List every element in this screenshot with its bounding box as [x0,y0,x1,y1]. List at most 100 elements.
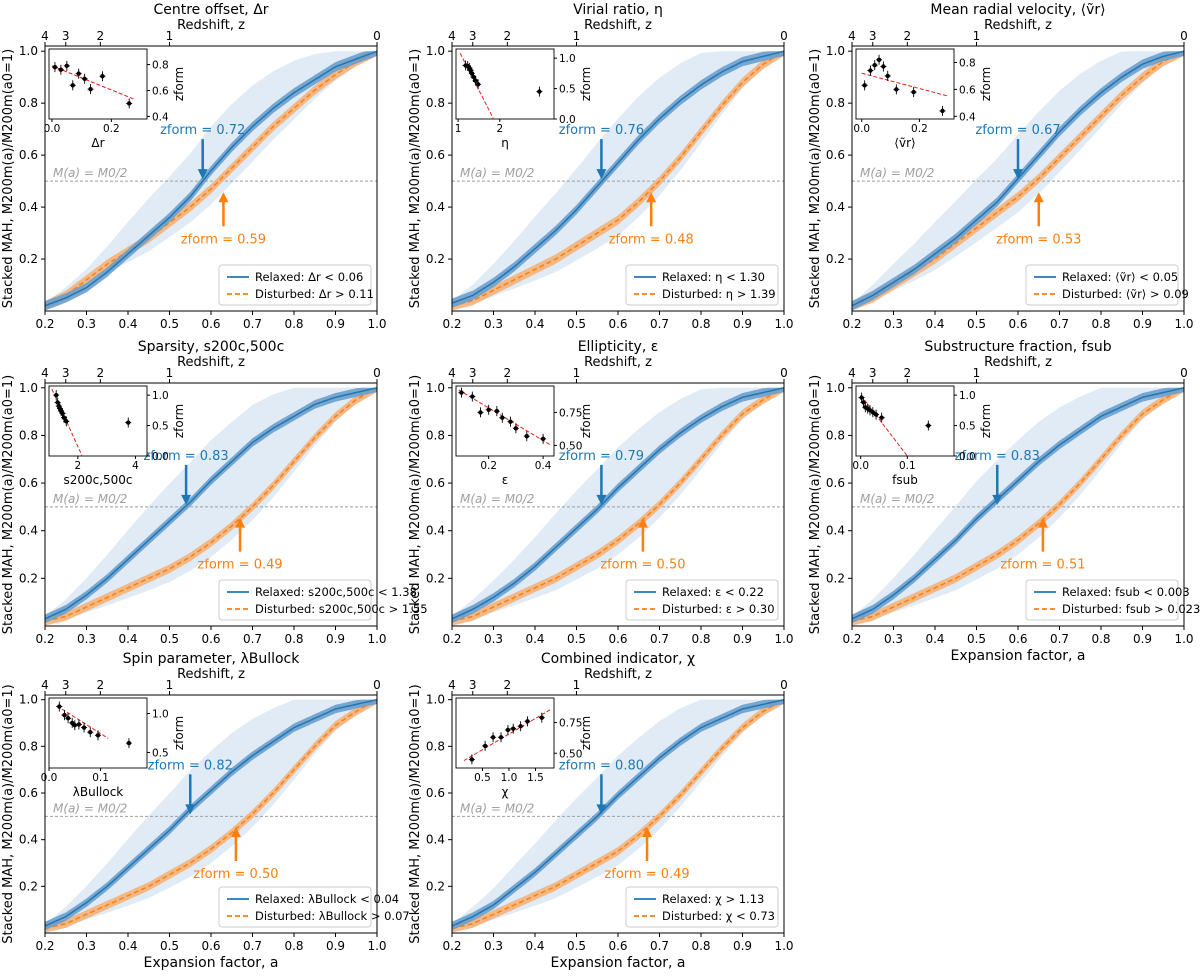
y-tick-label: 0.8 [19,428,38,442]
inset: 0.0 0.1 0.5 1.0 λBullock zform [41,697,186,799]
y-tick-label: 0.2 [19,571,38,585]
panel-title: Sparsity, s200c,500c [138,339,285,355]
y-tick-label: 0.6 [826,148,845,162]
inset: 0.2 0.4 0.50 0.75 ε zform [455,385,593,487]
x-tick-label: 0.2 [442,317,461,331]
y-tick-label: 1.0 [426,693,445,707]
top-tick-label: 0 [373,29,381,43]
inset-point [500,415,505,420]
top-tick-label: 4 [448,366,456,380]
half-mass-label: M(a) = M0/2 [460,166,534,180]
zform-relaxed-label: zform = 0.83 [143,449,228,464]
x-tick-label: 0.6 [608,632,627,646]
y-tick-label: 0.8 [19,739,38,753]
inset-point [525,719,530,724]
y-tick-label: 0.6 [426,476,445,490]
disturbed-arrowhead [1037,517,1048,528]
y-axis-label: Stacked MAH, M200m(a)/M200m(a0=1) [1,684,16,943]
inset-x-label: s200c,500c [63,473,132,487]
disturbed-line [44,387,378,622]
disturbed-band [452,387,784,626]
top-tick-label: 2 [97,678,105,692]
disturbed-line [851,50,1185,307]
half-mass-label: M(a) = M0/2 [460,801,534,815]
inset-point [885,73,890,79]
x-tick-label: 0.4 [525,317,544,331]
x-tick-label: 0.3 [77,632,96,646]
inset-y-tick-label: 0.75 [559,718,582,730]
inset-point [911,89,916,95]
inset-y-tick-label: 0.5 [152,421,169,433]
y-axis-label: Stacked MAH, M200m(a)/M200m(a0=1) [1,49,16,308]
x-tick-label: 0.5 [567,632,586,646]
inset-x-tick-label: 0.2 [103,123,120,135]
inset-y-tick-label: 0.6 [959,84,976,96]
x-tick-label: 0.7 [243,632,262,646]
disturbed-band [45,699,377,933]
y-axis-label: Stacked MAH, M200m(a)/M200m(a0=1) [408,684,423,943]
y-tick-label: 0.2 [19,879,38,893]
relaxed-arrowhead [596,494,607,505]
inset-point [470,394,475,399]
half-mass-label: M(a) = M0/2 [460,492,534,506]
x-tick-label: 0.3 [77,939,96,953]
x-tick-label: 0.8 [1091,317,1110,331]
inset-y-tick-label: 1.0 [959,390,976,402]
x-tick-label: 0.8 [691,939,710,953]
inset-point [868,68,873,73]
x-tick-label: 0.9 [326,317,345,331]
y-tick-label: 1.0 [19,693,38,707]
inset-point [478,410,483,415]
y-tick-label: 0.2 [426,571,445,585]
legend-disturbed-label: Disturbed: ε > 0.30 [662,602,775,616]
x-tick-label: 0.4 [525,939,544,953]
inset-x-label: ε [502,473,509,487]
inset-x-label: η [501,136,509,150]
zform-disturbed-label: zform = 0.49 [197,558,282,573]
inset-point [82,76,87,82]
inset-y-tick-label: 0.0 [152,451,169,463]
half-mass-label: M(a) = M0/2 [53,801,127,815]
inset-point [490,735,496,740]
inset-fit-line [56,705,109,739]
x-tick-label: 0.5 [567,317,586,331]
inset-point [940,108,945,114]
legend-relaxed-label: Relaxed: ⟨ṽr⟩ < 0.05 [1062,270,1178,284]
x-tick-label: 0.4 [118,632,137,646]
zform-disturbed-label: zform = 0.50 [193,867,278,882]
y-tick-label: 0.2 [826,252,845,266]
y-tick-label: 0.4 [19,524,38,538]
panel-3: Mean radial velocity, ⟨ṽr⟩Redshift, z M(a… [808,2,1194,331]
top-axis-label: Redshift, z [177,667,245,682]
legend-disturbed-label: Disturbed: s200c,500c > 1.55 [255,602,428,616]
x-tick-label: 0.2 [35,632,54,646]
y-tick-label: 0.8 [826,428,845,442]
legend-relaxed-label: Relaxed: ε < 0.22 [662,585,764,599]
inset-point [511,726,516,731]
inset-y-tick-label: 1.0 [559,53,576,65]
y-tick-label: 1.0 [826,44,845,58]
inset-y-tick-label: 0.50 [559,748,582,760]
zform-relaxed-label: zform = 0.76 [559,123,644,138]
x-tick-label: 0.8 [284,939,303,953]
inset-point [72,723,77,728]
zform-disturbed-label: zform = 0.51 [1000,558,1085,573]
x-tick-label: 0.8 [284,317,303,331]
y-tick-label: 0.6 [19,786,38,800]
inset-y-tick-label: 0.5 [959,421,976,433]
relaxed-line [851,387,1185,620]
top-tick-label: 3 [62,678,70,692]
top-tick-label: 2 [904,366,912,380]
y-tick-label: 1.0 [426,44,445,58]
disturbed-band [45,51,377,311]
y-tick-label: 1.0 [426,381,445,395]
x-axis-label: Expansion factor, a [950,648,1085,664]
zform-relaxed-label: zform = 0.80 [559,758,644,773]
x-tick-label: 0.4 [118,317,137,331]
inset-x-tick-label: 2 [496,123,503,135]
x-tick-label: 0.9 [733,317,752,331]
disturbed-band [452,51,784,311]
half-mass-label: M(a) = M0/2 [53,492,127,506]
